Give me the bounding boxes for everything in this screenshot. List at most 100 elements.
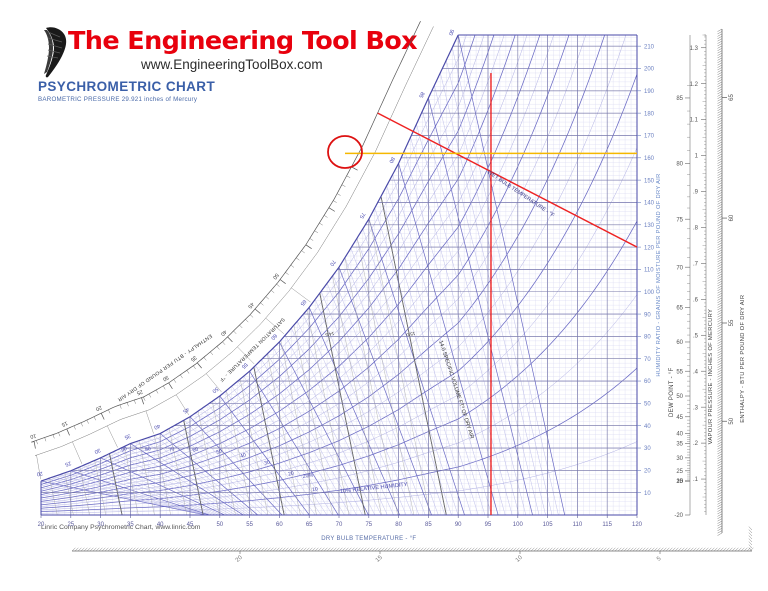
enthalpy-hatch xyxy=(717,36,723,39)
vapour-pressure-tick-label: 1.2 xyxy=(690,82,699,88)
enthalpy-right-tick-label: 65 xyxy=(729,94,735,101)
wet-bulb-line xyxy=(416,124,637,515)
bottom-scale-hatch xyxy=(650,547,655,552)
bottom-scale-hatch xyxy=(344,547,349,552)
bottom-scale-hatch xyxy=(740,547,745,552)
enthalpy-hatch xyxy=(717,192,723,195)
enthalpy-hatch xyxy=(717,388,723,392)
specific-volume-label: 14.5 xyxy=(324,331,334,338)
humidity-ratio-axis-title: HUMIDITY RATIO - GRAINS OF MOISTURE PER … xyxy=(656,173,662,376)
enthalpy-hatch xyxy=(717,417,723,421)
enthalpy-hatch xyxy=(717,434,723,438)
humidity-ratio-tick-label: 110 xyxy=(644,268,654,274)
bottom-scale-hatch xyxy=(74,547,79,552)
chart-annotations[interactable] xyxy=(327,72,638,515)
bottom-scale-hatch xyxy=(644,547,649,552)
enthalpy-hatch xyxy=(717,64,723,68)
bottom-scale-hatch xyxy=(362,547,367,552)
saturation-temp-label: 40 xyxy=(153,422,161,430)
wet-bulb-line xyxy=(356,238,637,515)
vapour-pressure-tick-label: 1.1 xyxy=(690,118,699,124)
dew-point-tick-label: 55 xyxy=(676,369,683,375)
bottom-scale-hatch xyxy=(122,547,127,552)
humidity-ratio-tick-label: 20 xyxy=(644,469,651,475)
enthalpy-hatch xyxy=(717,297,723,301)
rh-curve xyxy=(41,35,522,492)
bottom-scale-hatch xyxy=(683,547,688,552)
enthalpy-hatch xyxy=(717,254,723,258)
enthalpy-hatch xyxy=(717,264,723,267)
bottom-scale-hatch xyxy=(188,547,193,552)
rh-curve-label: 60 xyxy=(192,446,200,454)
enthalpy-tick xyxy=(44,437,47,442)
dry-bulb-tick-label: 115 xyxy=(602,522,612,528)
red-diagonal-line[interactable] xyxy=(377,112,638,248)
enthalpy-hatch xyxy=(717,338,723,342)
enthalpy-hatch xyxy=(717,295,723,299)
bottom-scale-hatch xyxy=(668,547,673,552)
bottom-scale-hatch xyxy=(647,547,652,552)
vapour-pressure-tick-label: .8 xyxy=(693,226,699,232)
bottom-scale-hatch xyxy=(599,547,604,552)
wet-bulb-line xyxy=(320,291,637,515)
enthalpy-hatch xyxy=(717,465,723,469)
saturation-temp-label: 20 xyxy=(36,470,43,477)
bottom-scale-hatch xyxy=(515,547,520,552)
bottom-scale-hatch xyxy=(380,547,385,552)
bottom-scale-hatch xyxy=(748,535,753,540)
vapour-pressure-tick-label: .3 xyxy=(693,405,699,411)
bottom-scale-hatch xyxy=(707,547,712,552)
dry-bulb-tick-label: 90 xyxy=(455,522,462,528)
wet-bulb-line xyxy=(130,443,637,515)
enthalpy-hatch xyxy=(717,213,723,217)
bottom-scale-hatch xyxy=(401,547,406,552)
bottom-scale-hatch xyxy=(584,547,589,552)
dew-point-tick-label: 10 xyxy=(676,479,683,485)
bottom-scale-hatch xyxy=(242,547,247,552)
wet-bulb-line xyxy=(386,185,637,515)
enthalpy-tick-label: 30 xyxy=(161,374,169,382)
wet-bulb-line xyxy=(142,439,637,515)
wet-bulb-line xyxy=(428,97,637,515)
bottom-scale-hatch xyxy=(389,547,394,552)
bottom-scale-hatch xyxy=(425,547,430,552)
bottom-scale-hatch xyxy=(392,547,397,552)
enthalpy-hatch xyxy=(717,302,723,306)
enthalpy-hatch xyxy=(717,259,723,263)
enthalpy-hatch xyxy=(717,151,723,155)
enthalpy-hatch xyxy=(717,163,723,167)
vapour-pressure-tick-label: .9 xyxy=(693,190,699,196)
dry-bulb-tick-label: 35 xyxy=(127,522,134,528)
bottom-scale-hatch xyxy=(353,547,358,552)
bottom-scale-hatch xyxy=(638,547,643,552)
bottom-scale-hatch xyxy=(749,547,754,552)
wet-bulb-line xyxy=(237,381,637,515)
enthalpy-hatch xyxy=(717,384,723,387)
bottom-scale-hatch xyxy=(728,547,733,552)
enthalpy-hatch xyxy=(717,520,723,524)
wet-bulb-line xyxy=(344,257,637,515)
bottom-scale-hatch xyxy=(458,547,463,552)
dew-point-tick-label: 50 xyxy=(676,394,683,400)
enthalpy-hatch xyxy=(717,480,723,483)
bottom-scale-tick-label: 15 xyxy=(375,554,384,563)
wet-bulb-line xyxy=(273,347,637,515)
dry-bulb-tick-label: 25 xyxy=(67,522,74,528)
wet-bulb-line xyxy=(166,430,637,515)
enthalpy-hatch xyxy=(717,487,723,491)
vapour-pressure-tick-label: .2 xyxy=(693,441,699,447)
bottom-scale-hatch xyxy=(428,547,433,552)
enthalpy-hatch xyxy=(717,376,723,380)
specific-volume-line-minor xyxy=(185,35,285,515)
enthalpy-hatch xyxy=(717,367,723,371)
enthalpy-right-tick-label: 55 xyxy=(729,319,735,326)
bottom-scale-hatch xyxy=(536,547,541,552)
bottom-scale-hatch xyxy=(734,547,739,552)
saturation-temp-label: 25 xyxy=(64,459,72,467)
wet-bulb-line xyxy=(291,328,637,515)
dew-point-tick-label: 15 xyxy=(676,479,683,485)
enthalpy-tick xyxy=(193,365,196,370)
bottom-scale-hatch xyxy=(500,547,505,552)
bottom-scale-hatch xyxy=(119,547,124,552)
red-circle-marker[interactable] xyxy=(327,135,363,169)
